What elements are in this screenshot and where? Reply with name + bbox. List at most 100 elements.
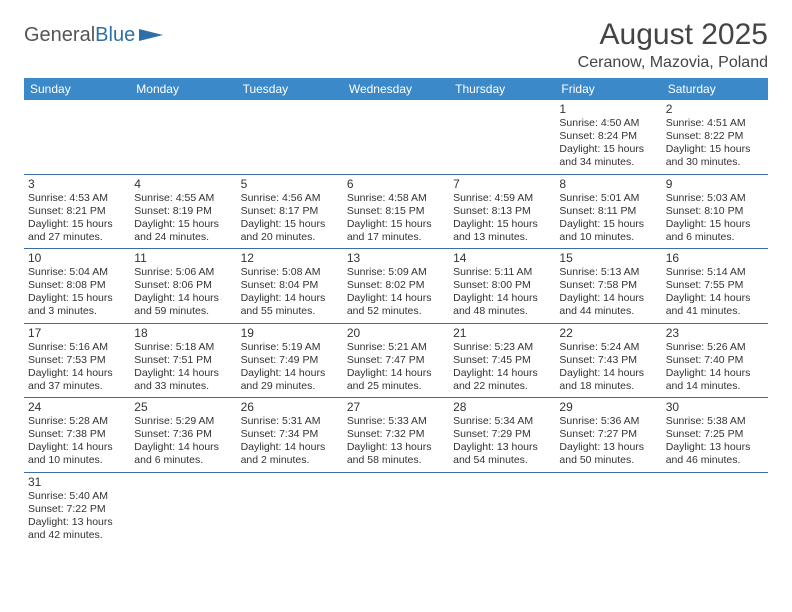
calendar-cell: 30Sunrise: 5:38 AMSunset: 7:25 PMDayligh… bbox=[662, 398, 768, 473]
calendar-cell bbox=[449, 472, 555, 546]
day-info: Sunrise: 4:51 AMSunset: 8:22 PMDaylight:… bbox=[666, 117, 764, 170]
calendar-cell: 1Sunrise: 4:50 AMSunset: 8:24 PMDaylight… bbox=[555, 100, 661, 174]
calendar-cell: 29Sunrise: 5:36 AMSunset: 7:27 PMDayligh… bbox=[555, 398, 661, 473]
calendar-cell bbox=[130, 472, 236, 546]
day-info: Sunrise: 5:26 AMSunset: 7:40 PMDaylight:… bbox=[666, 341, 764, 394]
day-number: 12 bbox=[241, 251, 339, 265]
day-number: 11 bbox=[134, 251, 232, 265]
day-number: 9 bbox=[666, 177, 764, 191]
day-info: Sunrise: 4:58 AMSunset: 8:15 PMDaylight:… bbox=[347, 192, 445, 245]
calendar-cell: 15Sunrise: 5:13 AMSunset: 7:58 PMDayligh… bbox=[555, 249, 661, 324]
day-info: Sunrise: 5:31 AMSunset: 7:34 PMDaylight:… bbox=[241, 415, 339, 468]
dayname-wed: Wednesday bbox=[343, 78, 449, 100]
calendar-cell: 5Sunrise: 4:56 AMSunset: 8:17 PMDaylight… bbox=[237, 174, 343, 249]
dayname-sat: Saturday bbox=[662, 78, 768, 100]
day-number: 22 bbox=[559, 326, 657, 340]
day-number: 14 bbox=[453, 251, 551, 265]
page-title: August 2025 bbox=[578, 18, 768, 52]
day-number: 28 bbox=[453, 400, 551, 414]
day-number: 2 bbox=[666, 102, 764, 116]
day-number: 15 bbox=[559, 251, 657, 265]
header-row: GeneralBlue August 2025 Ceranow, Mazovia… bbox=[24, 18, 768, 72]
day-number: 30 bbox=[666, 400, 764, 414]
calendar-cell: 10Sunrise: 5:04 AMSunset: 8:08 PMDayligh… bbox=[24, 249, 130, 324]
calendar-cell: 3Sunrise: 4:53 AMSunset: 8:21 PMDaylight… bbox=[24, 174, 130, 249]
day-number: 27 bbox=[347, 400, 445, 414]
calendar-cell bbox=[555, 472, 661, 546]
calendar-cell bbox=[343, 100, 449, 174]
day-number: 1 bbox=[559, 102, 657, 116]
day-info: Sunrise: 5:18 AMSunset: 7:51 PMDaylight:… bbox=[134, 341, 232, 394]
day-info: Sunrise: 4:59 AMSunset: 8:13 PMDaylight:… bbox=[453, 192, 551, 245]
calendar-row: 10Sunrise: 5:04 AMSunset: 8:08 PMDayligh… bbox=[24, 249, 768, 324]
day-info: Sunrise: 5:11 AMSunset: 8:00 PMDaylight:… bbox=[453, 266, 551, 319]
day-info: Sunrise: 5:36 AMSunset: 7:27 PMDaylight:… bbox=[559, 415, 657, 468]
calendar-cell: 27Sunrise: 5:33 AMSunset: 7:32 PMDayligh… bbox=[343, 398, 449, 473]
day-number: 3 bbox=[28, 177, 126, 191]
calendar-cell: 6Sunrise: 4:58 AMSunset: 8:15 PMDaylight… bbox=[343, 174, 449, 249]
calendar-row: 1Sunrise: 4:50 AMSunset: 8:24 PMDaylight… bbox=[24, 100, 768, 174]
calendar-cell: 22Sunrise: 5:24 AMSunset: 7:43 PMDayligh… bbox=[555, 323, 661, 398]
calendar-cell: 9Sunrise: 5:03 AMSunset: 8:10 PMDaylight… bbox=[662, 174, 768, 249]
day-info: Sunrise: 5:38 AMSunset: 7:25 PMDaylight:… bbox=[666, 415, 764, 468]
calendar-cell bbox=[24, 100, 130, 174]
calendar-cell: 2Sunrise: 4:51 AMSunset: 8:22 PMDaylight… bbox=[662, 100, 768, 174]
day-info: Sunrise: 5:24 AMSunset: 7:43 PMDaylight:… bbox=[559, 341, 657, 394]
calendar-cell: 7Sunrise: 4:59 AMSunset: 8:13 PMDaylight… bbox=[449, 174, 555, 249]
logo-flag-icon bbox=[137, 27, 165, 45]
day-info: Sunrise: 5:01 AMSunset: 8:11 PMDaylight:… bbox=[559, 192, 657, 245]
day-number: 6 bbox=[347, 177, 445, 191]
day-info: Sunrise: 5:21 AMSunset: 7:47 PMDaylight:… bbox=[347, 341, 445, 394]
calendar-cell: 11Sunrise: 5:06 AMSunset: 8:06 PMDayligh… bbox=[130, 249, 236, 324]
calendar-body: 1Sunrise: 4:50 AMSunset: 8:24 PMDaylight… bbox=[24, 100, 768, 546]
calendar-row: 3Sunrise: 4:53 AMSunset: 8:21 PMDaylight… bbox=[24, 174, 768, 249]
day-info: Sunrise: 5:23 AMSunset: 7:45 PMDaylight:… bbox=[453, 341, 551, 394]
day-number: 23 bbox=[666, 326, 764, 340]
dayname-tue: Tuesday bbox=[237, 78, 343, 100]
day-number: 25 bbox=[134, 400, 232, 414]
calendar-cell bbox=[237, 472, 343, 546]
dayname-mon: Monday bbox=[130, 78, 236, 100]
calendar-cell bbox=[662, 472, 768, 546]
day-number: 19 bbox=[241, 326, 339, 340]
day-number: 8 bbox=[559, 177, 657, 191]
day-info: Sunrise: 5:19 AMSunset: 7:49 PMDaylight:… bbox=[241, 341, 339, 394]
calendar-cell: 19Sunrise: 5:19 AMSunset: 7:49 PMDayligh… bbox=[237, 323, 343, 398]
day-info: Sunrise: 4:53 AMSunset: 8:21 PMDaylight:… bbox=[28, 192, 126, 245]
day-info: Sunrise: 5:04 AMSunset: 8:08 PMDaylight:… bbox=[28, 266, 126, 319]
day-info: Sunrise: 4:50 AMSunset: 8:24 PMDaylight:… bbox=[559, 117, 657, 170]
calendar-cell: 18Sunrise: 5:18 AMSunset: 7:51 PMDayligh… bbox=[130, 323, 236, 398]
calendar-cell: 14Sunrise: 5:11 AMSunset: 8:00 PMDayligh… bbox=[449, 249, 555, 324]
day-info: Sunrise: 5:29 AMSunset: 7:36 PMDaylight:… bbox=[134, 415, 232, 468]
title-block: August 2025 Ceranow, Mazovia, Poland bbox=[578, 18, 768, 72]
day-number: 21 bbox=[453, 326, 551, 340]
day-info: Sunrise: 5:03 AMSunset: 8:10 PMDaylight:… bbox=[666, 192, 764, 245]
calendar-cell: 23Sunrise: 5:26 AMSunset: 7:40 PMDayligh… bbox=[662, 323, 768, 398]
calendar-cell bbox=[237, 100, 343, 174]
day-number: 13 bbox=[347, 251, 445, 265]
day-number: 4 bbox=[134, 177, 232, 191]
day-number: 5 bbox=[241, 177, 339, 191]
day-info: Sunrise: 5:40 AMSunset: 7:22 PMDaylight:… bbox=[28, 490, 126, 543]
calendar-cell bbox=[130, 100, 236, 174]
dayname-thu: Thursday bbox=[449, 78, 555, 100]
day-number: 7 bbox=[453, 177, 551, 191]
calendar-cell: 25Sunrise: 5:29 AMSunset: 7:36 PMDayligh… bbox=[130, 398, 236, 473]
calendar-cell: 26Sunrise: 5:31 AMSunset: 7:34 PMDayligh… bbox=[237, 398, 343, 473]
logo: GeneralBlue bbox=[24, 24, 165, 47]
day-info: Sunrise: 5:16 AMSunset: 7:53 PMDaylight:… bbox=[28, 341, 126, 394]
day-info: Sunrise: 5:14 AMSunset: 7:55 PMDaylight:… bbox=[666, 266, 764, 319]
calendar-cell: 24Sunrise: 5:28 AMSunset: 7:38 PMDayligh… bbox=[24, 398, 130, 473]
calendar-row: 31Sunrise: 5:40 AMSunset: 7:22 PMDayligh… bbox=[24, 472, 768, 546]
calendar-row: 17Sunrise: 5:16 AMSunset: 7:53 PMDayligh… bbox=[24, 323, 768, 398]
day-number: 18 bbox=[134, 326, 232, 340]
calendar-cell: 21Sunrise: 5:23 AMSunset: 7:45 PMDayligh… bbox=[449, 323, 555, 398]
logo-text-general: General bbox=[24, 24, 95, 47]
day-info: Sunrise: 5:06 AMSunset: 8:06 PMDaylight:… bbox=[134, 266, 232, 319]
day-number: 26 bbox=[241, 400, 339, 414]
day-info: Sunrise: 5:28 AMSunset: 7:38 PMDaylight:… bbox=[28, 415, 126, 468]
calendar-cell: 4Sunrise: 4:55 AMSunset: 8:19 PMDaylight… bbox=[130, 174, 236, 249]
dayname-fri: Friday bbox=[555, 78, 661, 100]
calendar-cell: 20Sunrise: 5:21 AMSunset: 7:47 PMDayligh… bbox=[343, 323, 449, 398]
calendar-cell: 13Sunrise: 5:09 AMSunset: 8:02 PMDayligh… bbox=[343, 249, 449, 324]
